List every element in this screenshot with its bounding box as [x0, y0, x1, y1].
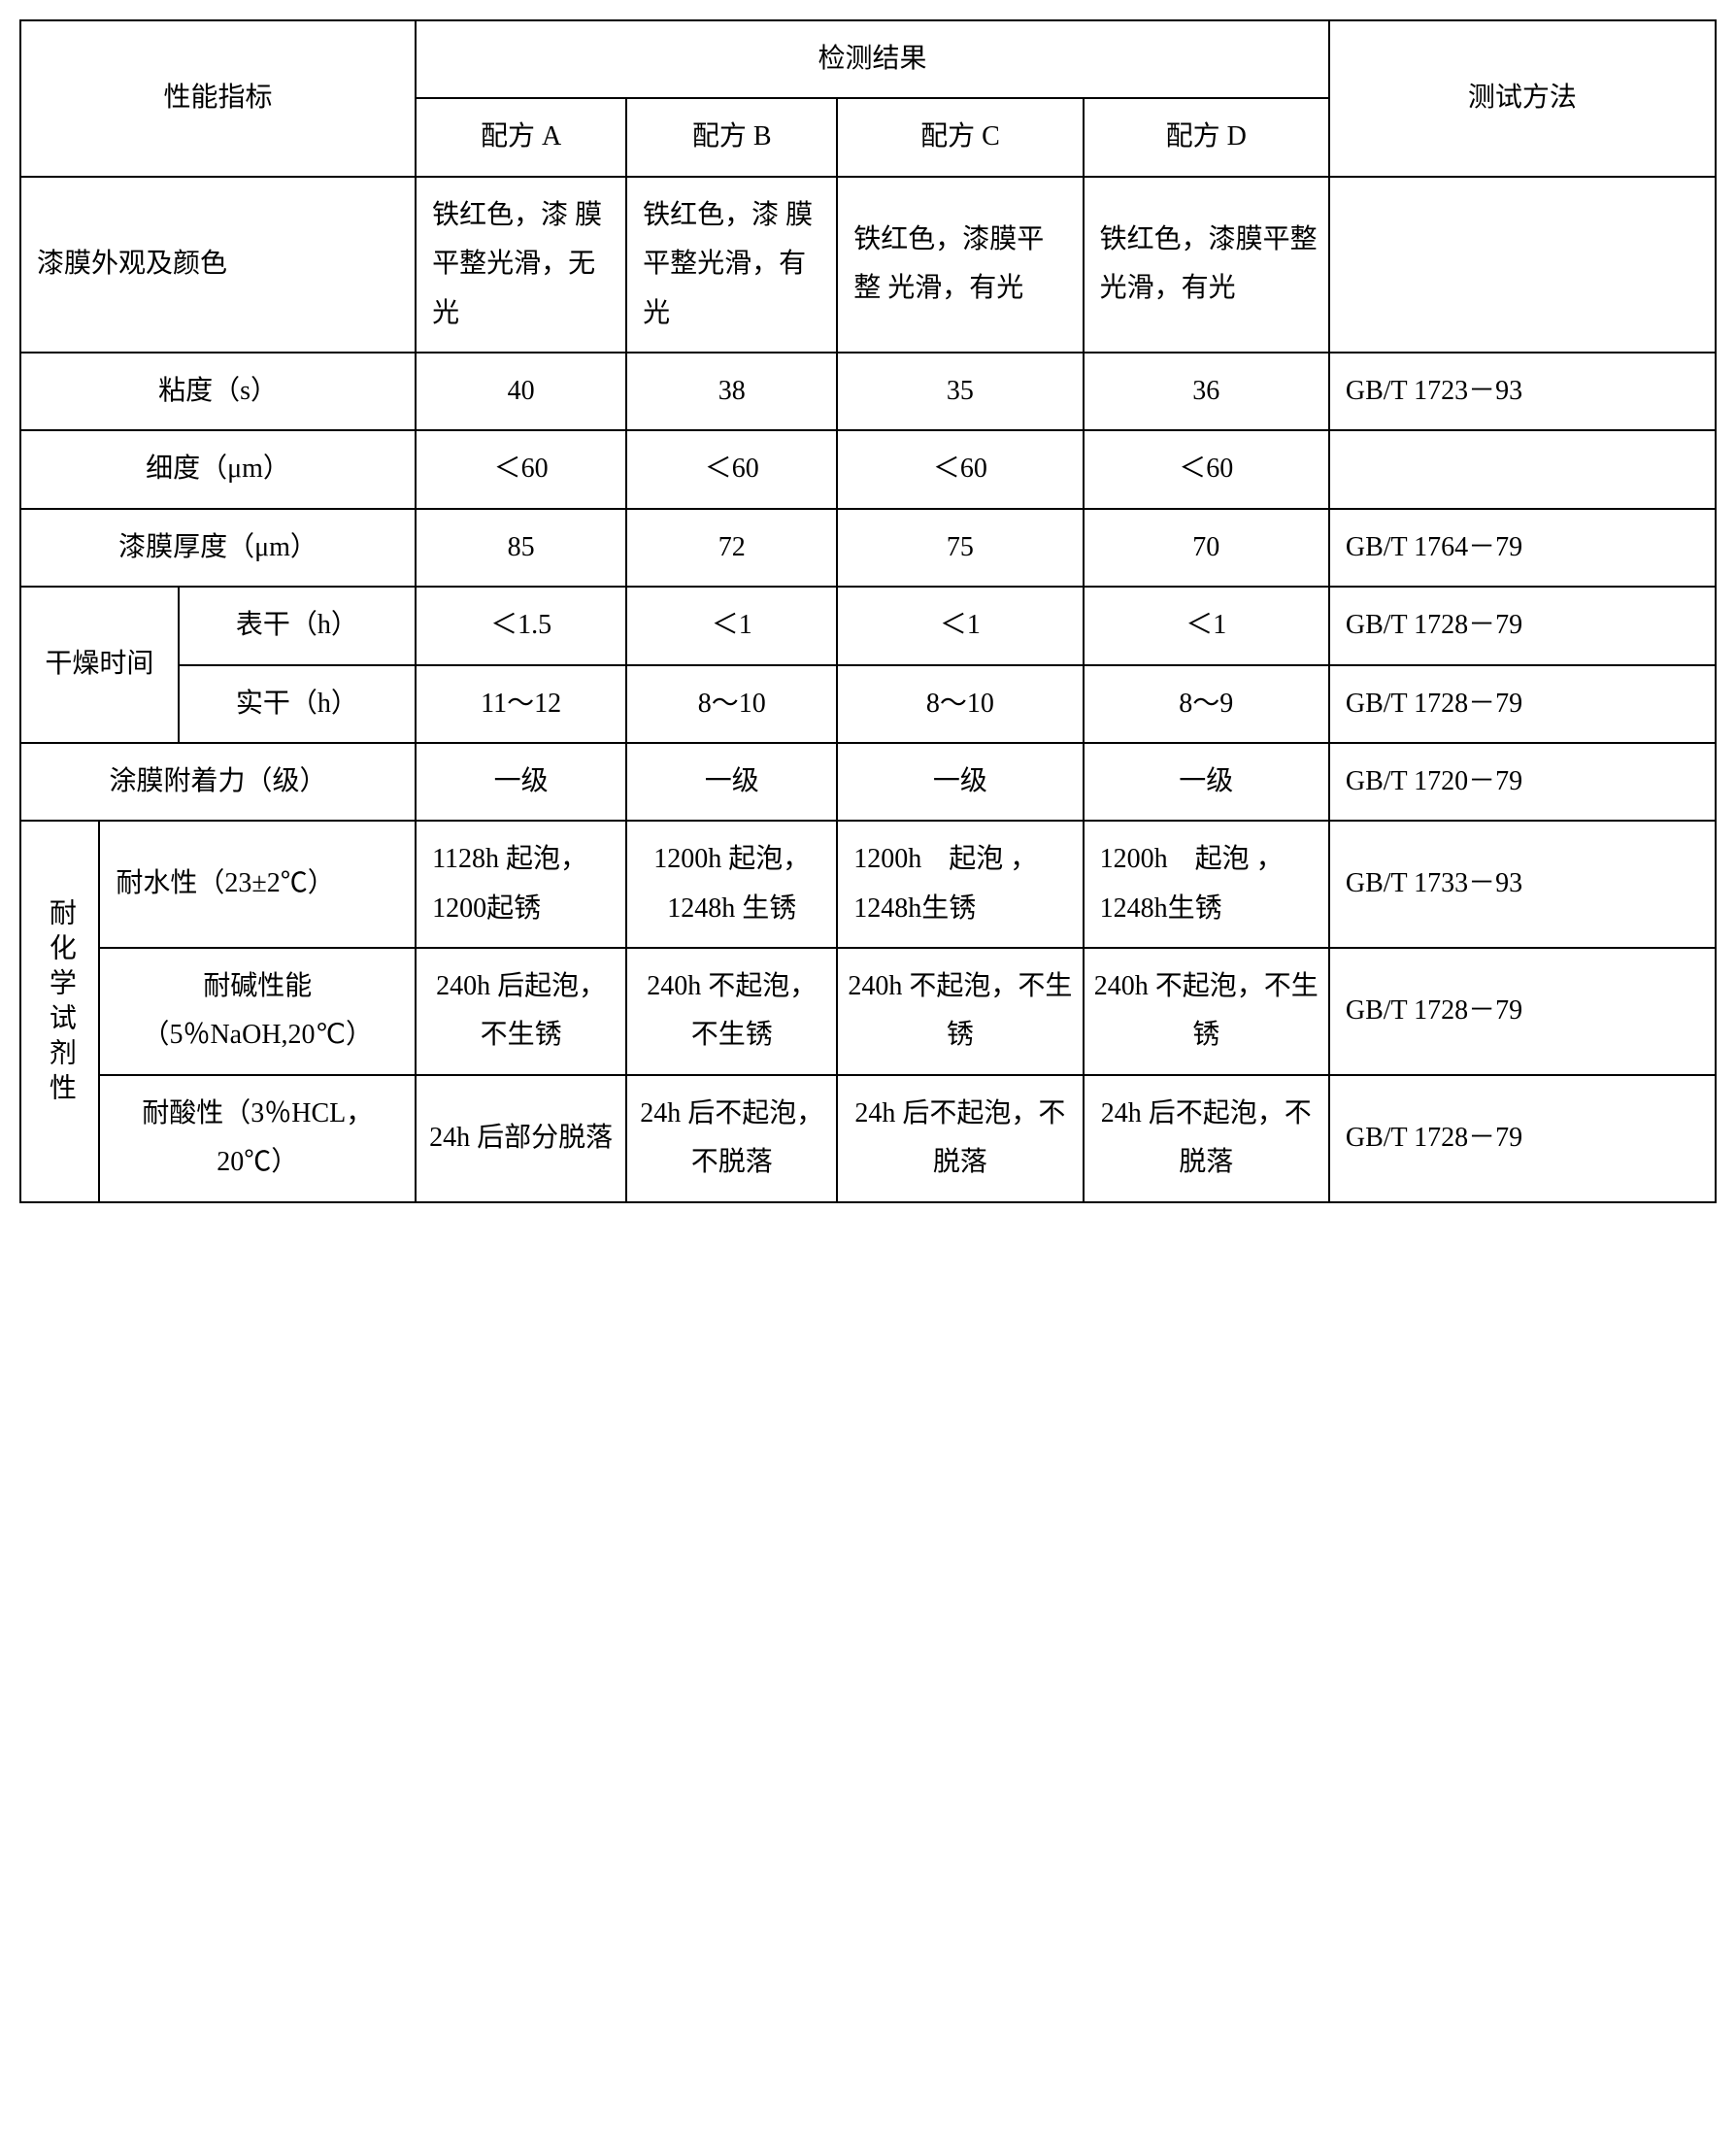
header-formula-c: 配方 C [837, 98, 1083, 176]
appearance-a: 铁红色，漆 膜 平整光滑，无光 [416, 177, 626, 353]
fineness-method [1329, 430, 1716, 508]
thickness-method: GB/T 1764－79 [1329, 509, 1716, 587]
row-alkali: 耐碱性能（5％NaOH,20℃） 240h 后起泡，不生锈 240h 不起泡，不… [20, 948, 1716, 1075]
performance-table: 性能指标 检测结果 测试方法 配方 A 配方 B 配方 C 配方 D 漆膜外观及… [19, 19, 1717, 1203]
acid-c: 24h 后不起泡，不脱落 [837, 1075, 1083, 1202]
fineness-d: ＜60 [1084, 430, 1329, 508]
alkali-a: 240h 后起泡，不生锈 [416, 948, 626, 1075]
row-dry-full: 实干（h） 11～12 8～10 8～10 8～9 GB/T 1728－79 [20, 665, 1716, 743]
appearance-method [1329, 177, 1716, 353]
dry-full-a: 11～12 [416, 665, 626, 743]
row-viscosity: 粘度（s） 40 38 35 36 GB/T 1723－93 [20, 353, 1716, 430]
header-results: 检测结果 [416, 20, 1329, 98]
acid-label: 耐酸性（3％HCL， 20℃） [99, 1075, 416, 1202]
water-d: 1200h 起泡 ， 1248h生锈 [1084, 821, 1329, 948]
row-fineness: 细度（μm） ＜60 ＜60 ＜60 ＜60 [20, 430, 1716, 508]
header-formula-a: 配方 A [416, 98, 626, 176]
viscosity-a: 40 [416, 353, 626, 430]
dry-full-label: 实干（h） [179, 665, 416, 743]
fineness-a: ＜60 [416, 430, 626, 508]
chem-group-label: 耐化学试剂性 [20, 821, 99, 1201]
viscosity-d: 36 [1084, 353, 1329, 430]
dry-surface-c: ＜1 [837, 587, 1083, 664]
dry-surface-d: ＜1 [1084, 587, 1329, 664]
fineness-b: ＜60 [626, 430, 837, 508]
thickness-label: 漆膜厚度（μm） [20, 509, 416, 587]
dry-full-d: 8～9 [1084, 665, 1329, 743]
acid-a: 24h 后部分脱落 [416, 1075, 626, 1202]
dry-surface-label: 表干（h） [179, 587, 416, 664]
appearance-label: 漆膜外观及颜色 [20, 177, 416, 353]
viscosity-c: 35 [837, 353, 1083, 430]
dry-full-b: 8～10 [626, 665, 837, 743]
water-method: GB/T 1733－93 [1329, 821, 1716, 948]
dry-surface-a: ＜1.5 [416, 587, 626, 664]
appearance-c: 铁红色，漆膜平 整 光滑，有光 [837, 177, 1083, 353]
appearance-b: 铁红色，漆 膜 平整光滑，有光 [626, 177, 837, 353]
row-acid: 耐酸性（3％HCL， 20℃） 24h 后部分脱落 24h 后不起泡，不脱落 2… [20, 1075, 1716, 1202]
row-adhesion: 涂膜附着力（级） 一级 一级 一级 一级 GB/T 1720－79 [20, 743, 1716, 821]
water-label: 耐水性（23±2℃） [99, 821, 416, 948]
alkali-d: 240h 不起泡，不生锈 [1084, 948, 1329, 1075]
acid-b: 24h 后不起泡，不脱落 [626, 1075, 837, 1202]
alkali-method: GB/T 1728－79 [1329, 948, 1716, 1075]
dry-group-label: 干燥时间 [20, 587, 179, 743]
dry-full-c: 8～10 [837, 665, 1083, 743]
water-a: 1128h 起泡，1200起锈 [416, 821, 626, 948]
row-appearance: 漆膜外观及颜色 铁红色，漆 膜 平整光滑，无光 铁红色，漆 膜 平整光滑，有光 … [20, 177, 1716, 353]
viscosity-label: 粘度（s） [20, 353, 416, 430]
appearance-d: 铁红色，漆膜平整光滑，有光 [1084, 177, 1329, 353]
dry-surface-b: ＜1 [626, 587, 837, 664]
acid-d: 24h 后不起泡，不脱落 [1084, 1075, 1329, 1202]
header-formula-b: 配方 B [626, 98, 837, 176]
water-c: 1200h 起泡 ， 1248h生锈 [837, 821, 1083, 948]
thickness-a: 85 [416, 509, 626, 587]
adhesion-b: 一级 [626, 743, 837, 821]
thickness-c: 75 [837, 509, 1083, 587]
thickness-b: 72 [626, 509, 837, 587]
adhesion-d: 一级 [1084, 743, 1329, 821]
water-b: 1200h 起泡，1248h 生锈 [626, 821, 837, 948]
fineness-c: ＜60 [837, 430, 1083, 508]
alkali-b: 240h 不起泡，不生锈 [626, 948, 837, 1075]
header-indicator: 性能指标 [20, 20, 416, 177]
header-row-1: 性能指标 检测结果 测试方法 [20, 20, 1716, 98]
header-formula-d: 配方 D [1084, 98, 1329, 176]
adhesion-method: GB/T 1720－79 [1329, 743, 1716, 821]
thickness-d: 70 [1084, 509, 1329, 587]
fineness-label: 细度（μm） [20, 430, 416, 508]
dry-full-method: GB/T 1728－79 [1329, 665, 1716, 743]
adhesion-c: 一级 [837, 743, 1083, 821]
dry-surface-method: GB/T 1728－79 [1329, 587, 1716, 664]
adhesion-label: 涂膜附着力（级） [20, 743, 416, 821]
header-method: 测试方法 [1329, 20, 1716, 177]
alkali-c: 240h 不起泡，不生锈 [837, 948, 1083, 1075]
row-thickness: 漆膜厚度（μm） 85 72 75 70 GB/T 1764－79 [20, 509, 1716, 587]
viscosity-method: GB/T 1723－93 [1329, 353, 1716, 430]
row-water: 耐化学试剂性 耐水性（23±2℃） 1128h 起泡，1200起锈 1200h … [20, 821, 1716, 948]
viscosity-b: 38 [626, 353, 837, 430]
adhesion-a: 一级 [416, 743, 626, 821]
alkali-label: 耐碱性能（5％NaOH,20℃） [99, 948, 416, 1075]
acid-method: GB/T 1728－79 [1329, 1075, 1716, 1202]
row-dry-surface: 干燥时间 表干（h） ＜1.5 ＜1 ＜1 ＜1 GB/T 1728－79 [20, 587, 1716, 664]
